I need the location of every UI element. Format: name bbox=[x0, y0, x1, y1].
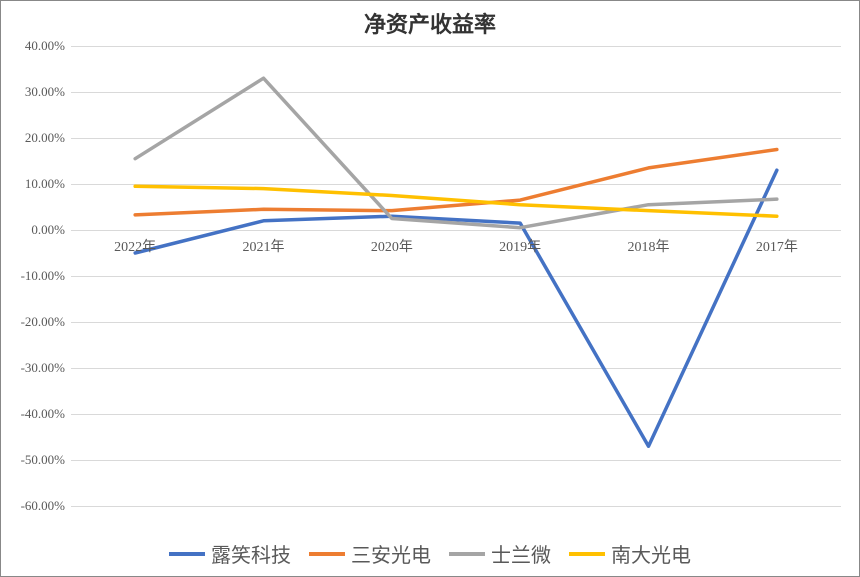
legend-swatch bbox=[169, 552, 205, 556]
x-tick-label: 2020年 bbox=[371, 236, 413, 256]
legend-item: 三安光电 bbox=[309, 539, 431, 568]
legend-item: 士兰微 bbox=[449, 539, 551, 568]
y-tick-label: -50.00% bbox=[21, 452, 71, 468]
y-tick-label: -10.00% bbox=[21, 268, 71, 284]
plot-area: 2022年2021年2020年2019年2018年2017年 40.00%30.… bbox=[71, 46, 841, 506]
y-tick-label: 30.00% bbox=[25, 84, 71, 100]
legend-label: 三安光电 bbox=[351, 539, 431, 568]
legend-label: 南大光电 bbox=[611, 539, 691, 568]
roe-line-chart: 净资产收益率 2022年 2021年 2020年 2019年 2018年 2017年 40… bbox=[0, 0, 860, 577]
legend-label: 露笑科技 bbox=[211, 539, 291, 568]
y-tick-label: 10.00% bbox=[25, 176, 71, 192]
y-tick-label: 20.00% bbox=[25, 130, 71, 146]
gridline bbox=[71, 506, 841, 507]
chart-lines-layer bbox=[71, 46, 841, 506]
legend-label: 士兰微 bbox=[491, 539, 551, 568]
legend-item: 南大光电 bbox=[569, 539, 691, 568]
x-tick-label: 2017年 bbox=[756, 236, 798, 256]
y-tick-label: -20.00% bbox=[21, 314, 71, 330]
x-tick-label: 2019年 bbox=[499, 236, 541, 256]
y-tick-label: 0.00% bbox=[31, 222, 71, 238]
x-tick-label: 2018年 bbox=[628, 236, 670, 256]
legend-swatch bbox=[569, 552, 605, 556]
legend: 露笑科技 三安光电 士兰微 南大光电 bbox=[1, 539, 859, 568]
legend-item: 露笑科技 bbox=[169, 539, 291, 568]
x-tick-label: 2021年 bbox=[243, 236, 285, 256]
legend-swatch bbox=[449, 552, 485, 556]
y-tick-label: -60.00% bbox=[21, 498, 71, 514]
y-tick-label: 40.00% bbox=[25, 38, 71, 54]
y-tick-label: -40.00% bbox=[21, 406, 71, 422]
legend-swatch bbox=[309, 552, 345, 556]
x-tick-label: 2022年 bbox=[114, 236, 156, 256]
y-tick-label: -30.00% bbox=[21, 360, 71, 376]
chart-title: 净资产收益率 bbox=[1, 7, 859, 39]
